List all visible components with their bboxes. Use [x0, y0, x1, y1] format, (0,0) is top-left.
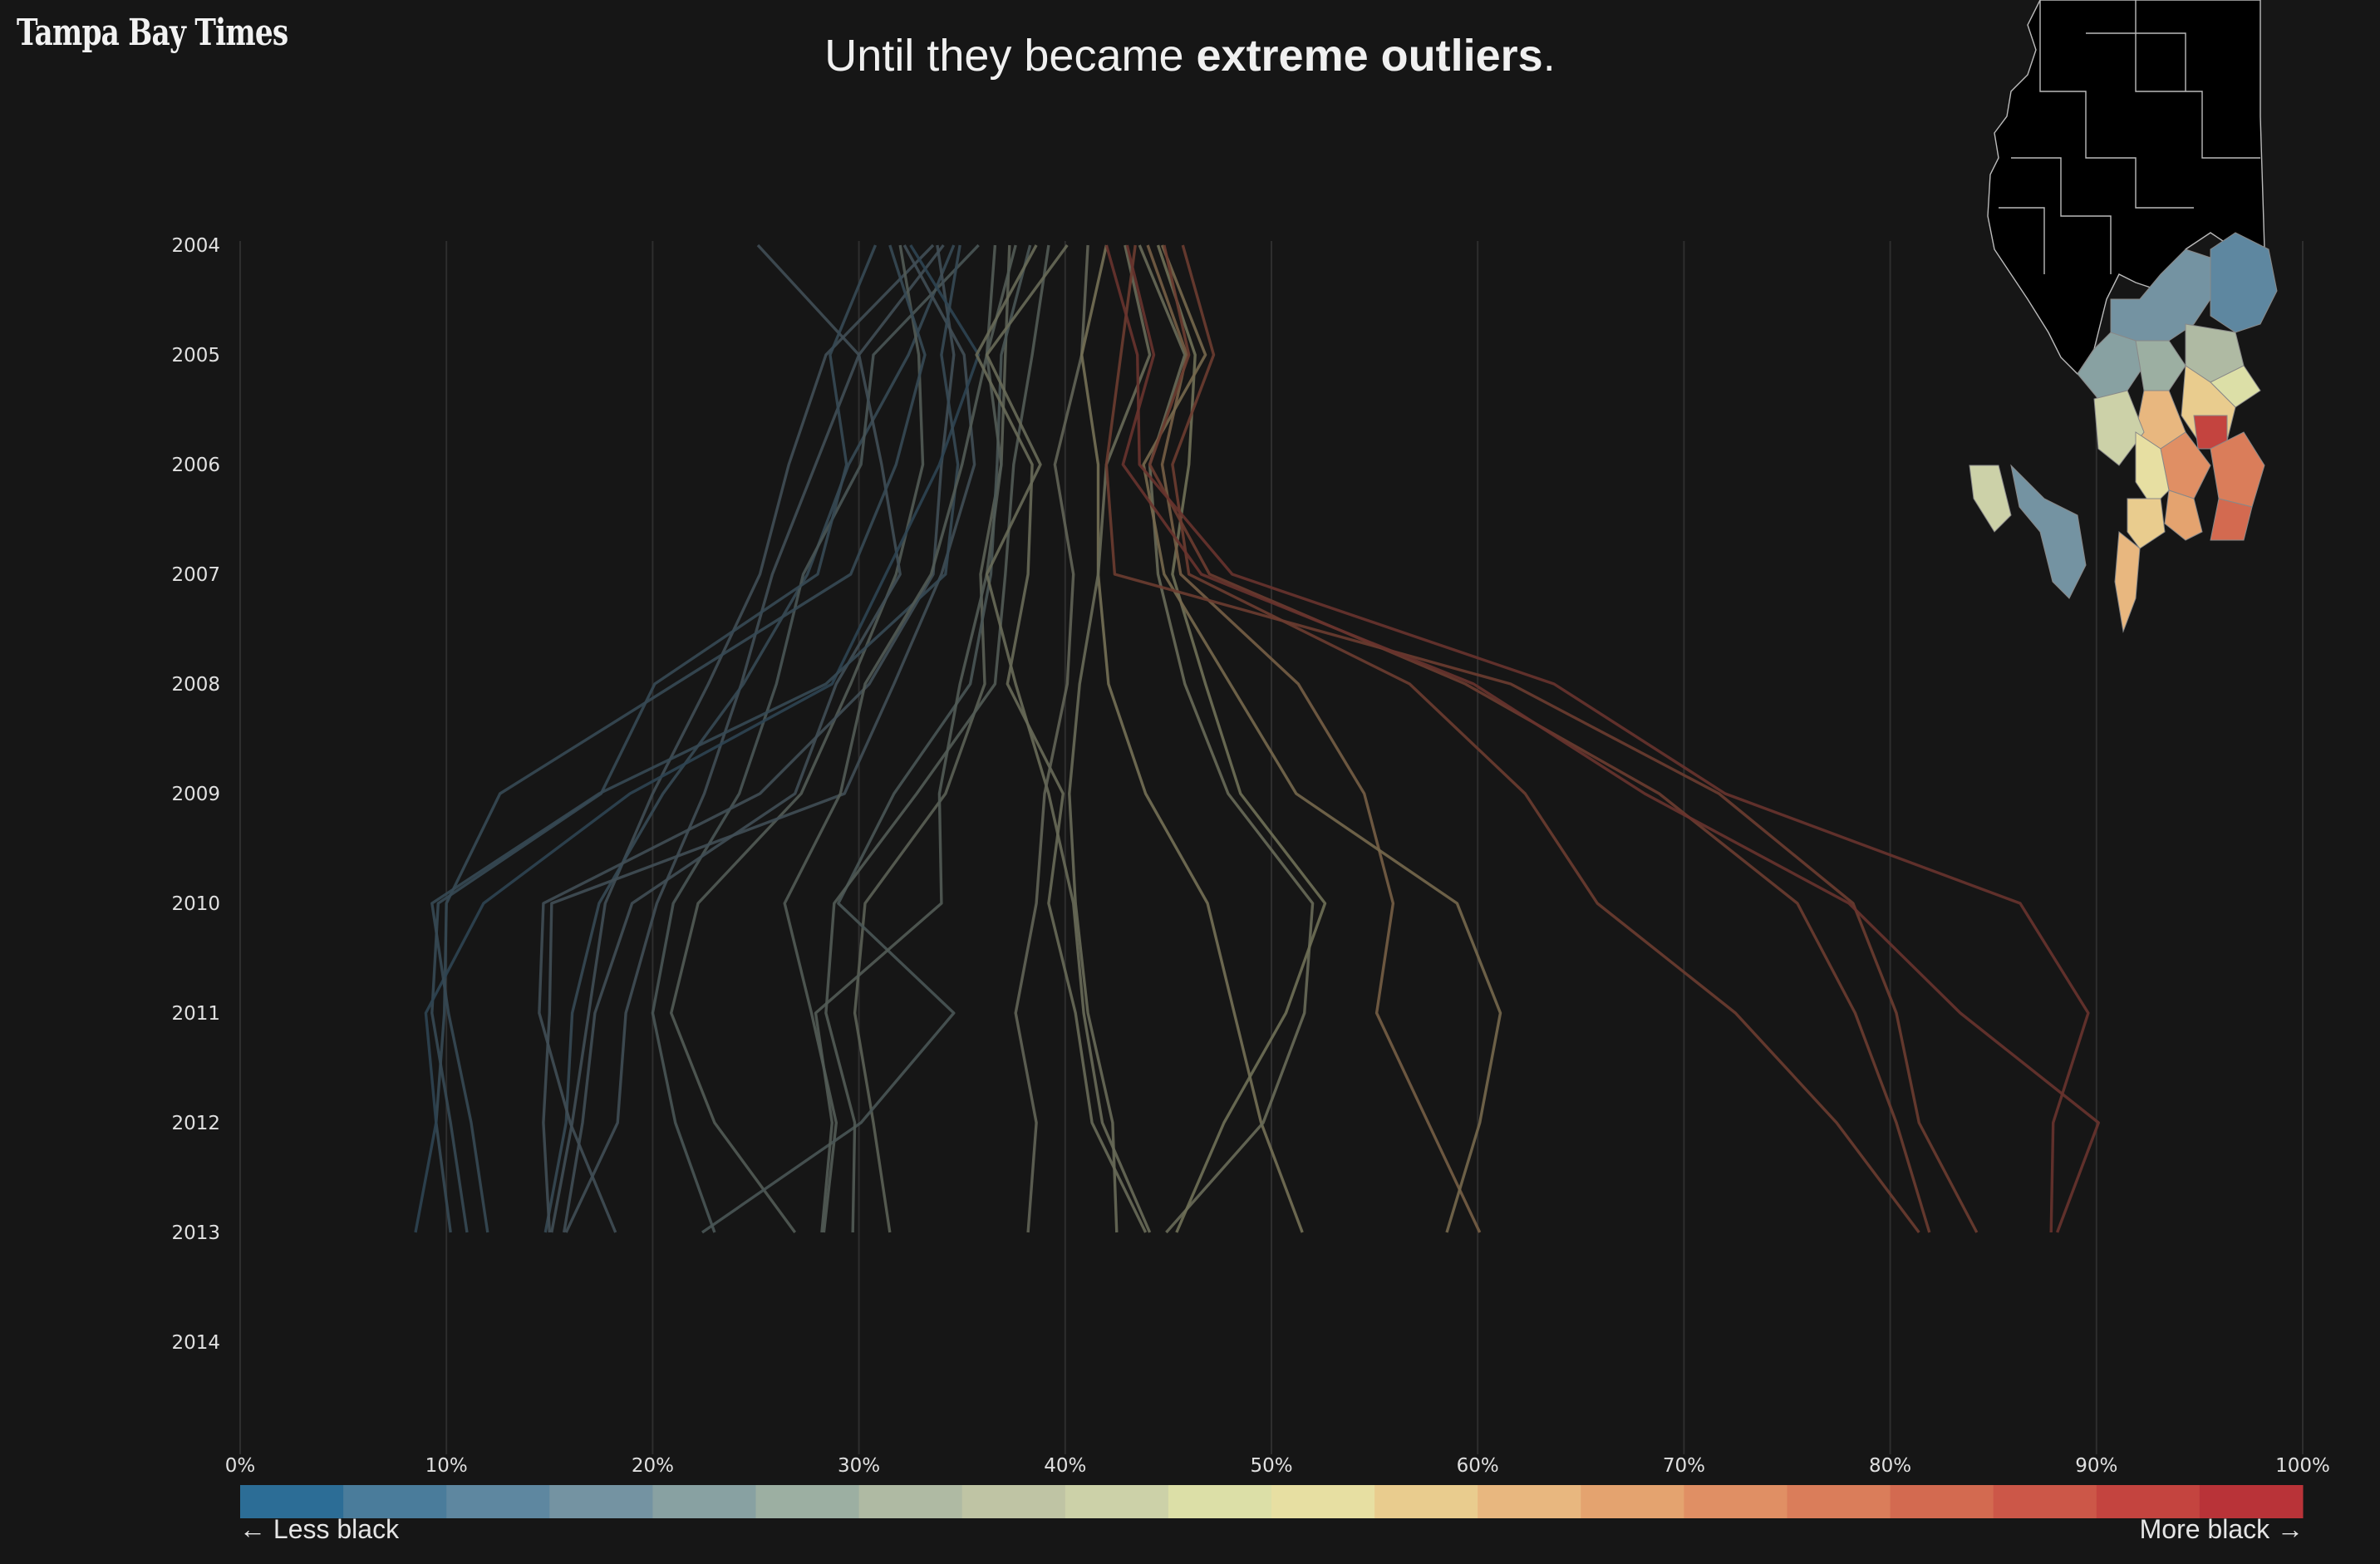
county-school-map	[1969, 0, 2278, 633]
color-scale-step	[1271, 1485, 1375, 1518]
y-tick-label: 2005	[171, 345, 220, 366]
x-tick-label: 40%	[1044, 1455, 1086, 1477]
color-scale-step	[755, 1485, 860, 1518]
school-line	[975, 244, 1148, 1233]
school-line	[542, 244, 976, 1233]
color-scale-step	[343, 1485, 447, 1518]
x-tick-label: 10%	[425, 1455, 468, 1477]
color-scale-step	[1993, 1485, 2097, 1518]
color-scale-step	[1065, 1485, 1169, 1518]
school-line	[1142, 244, 1502, 1233]
y-tick-label: 2010	[171, 893, 220, 915]
x-tick-label: 70%	[1663, 1455, 1705, 1477]
color-scale-step	[240, 1485, 344, 1518]
headline: Until they became extreme outliers.	[0, 30, 2380, 81]
headline-suffix: .	[1542, 31, 1556, 81]
color-scale-step	[961, 1485, 1066, 1518]
school-line	[550, 243, 935, 1233]
y-tick-label: 2006	[171, 455, 220, 476]
school-line	[1104, 244, 1979, 1233]
x-tick-label: 50%	[1250, 1455, 1292, 1477]
school-line	[824, 244, 1050, 1233]
legend-less-black-label: ← Less black	[239, 1514, 400, 1544]
school-line	[1080, 244, 1304, 1233]
school-line	[651, 243, 980, 1233]
school-line	[1171, 244, 1920, 1234]
x-tick-label: 80%	[1869, 1455, 1911, 1477]
y-tick-label: 2011	[171, 1003, 220, 1025]
school-line	[1014, 244, 1089, 1233]
x-tick-label: 100%	[2275, 1455, 2330, 1477]
color-scale-step	[652, 1485, 756, 1518]
school-line	[543, 244, 956, 1233]
headline-emphasis: extreme outliers	[1196, 31, 1543, 81]
color-scale-step	[858, 1485, 963, 1518]
color-scale-step	[1374, 1485, 1478, 1518]
school-line	[1146, 244, 1482, 1233]
color-scale-step	[446, 1485, 550, 1518]
color-scale-step	[1890, 1485, 1994, 1518]
color-scale-step	[1168, 1485, 1272, 1518]
school-line	[430, 244, 878, 1233]
x-tick-label: 0%	[225, 1455, 256, 1477]
year-labels: 2004 2005 2006 2007 2008 2009 2010 2011 2012 2013…	[171, 235, 220, 1354]
school-line	[435, 244, 927, 1233]
x-tick-label: 30%	[838, 1455, 880, 1477]
color-scale-bar	[240, 1485, 2304, 1518]
school-line	[1121, 244, 2100, 1233]
y-tick-label: 2004	[171, 235, 220, 257]
y-tick-label: 2013	[171, 1222, 220, 1244]
color-scale-step	[549, 1485, 653, 1518]
school-line	[814, 244, 1017, 1233]
school-line	[701, 244, 1032, 1234]
school-line	[670, 244, 925, 1234]
x-tick-label: 60%	[1457, 1455, 1499, 1477]
legend-more-black-label: More black →	[2139, 1514, 2304, 1544]
x-tick-label: 90%	[2075, 1455, 2117, 1477]
color-scale-step	[1581, 1485, 1684, 1518]
school-line	[563, 243, 902, 1233]
school-line	[1138, 244, 1315, 1234]
color-scale-step	[1684, 1485, 1787, 1518]
percent-labels: 0% 10% 20% 30% 40% 50% 60% 70% 80% 90% 100%	[225, 1455, 2330, 1477]
color-scale-step	[2096, 1485, 2201, 1518]
y-tick-label: 2014	[171, 1332, 220, 1354]
school-lines	[414, 243, 2100, 1234]
y-tick-label: 2009	[171, 784, 220, 805]
y-tick-label: 2012	[171, 1113, 220, 1134]
y-tick-label: 2007	[171, 564, 220, 586]
school-line	[430, 244, 961, 1233]
x-tick-label: 20%	[632, 1455, 674, 1477]
tampa-bay-times-logo[interactable]: Tampa Bay Times	[17, 12, 288, 54]
y-tick-label: 2008	[171, 674, 220, 696]
school-line	[538, 244, 956, 1233]
color-scale-step	[2199, 1485, 2304, 1518]
school-line	[1104, 244, 2090, 1233]
color-scale-step	[1787, 1485, 1891, 1518]
school-line	[985, 243, 1152, 1233]
school-line	[1148, 244, 1931, 1233]
school-line	[414, 244, 981, 1233]
school-line	[1068, 244, 1152, 1233]
color-scale-step	[1478, 1485, 1581, 1518]
headline-prefix: Until they became	[824, 31, 1197, 81]
